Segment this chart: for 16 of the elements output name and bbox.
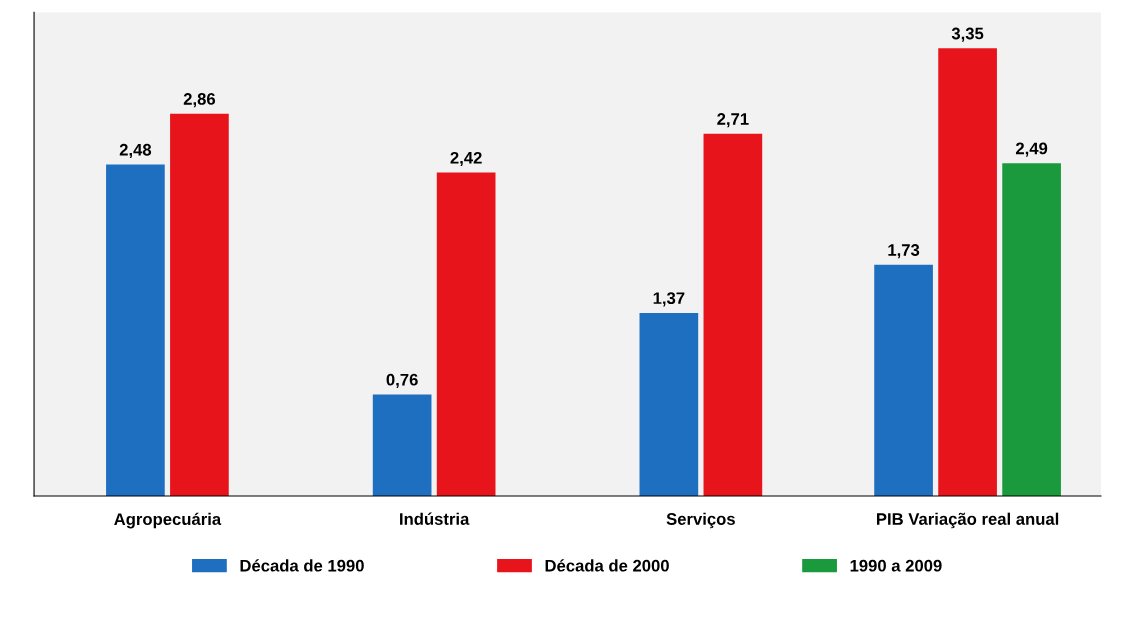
data-label: 2,48 bbox=[119, 143, 152, 159]
data-label: 1,73 bbox=[888, 244, 920, 259]
legend-label: Década de 2000 bbox=[545, 559, 669, 572]
data-label: 3,35 bbox=[951, 27, 984, 42]
data-label: 2,49 bbox=[1015, 142, 1048, 157]
x-tick-label: PIB Variação real anual bbox=[876, 512, 1059, 529]
legend-label: Década de 1990 bbox=[240, 559, 364, 572]
data-label: 2,71 bbox=[717, 113, 749, 128]
x-tick-label: Indústria bbox=[400, 512, 470, 525]
data-label: 2,86 bbox=[183, 93, 216, 108]
x-tick-label: Agropecuária bbox=[114, 512, 222, 529]
legend-label: 1990 a 2009 bbox=[850, 559, 942, 572]
data-label: 2,42 bbox=[450, 151, 482, 167]
data-label: 0,76 bbox=[386, 373, 418, 388]
data-label: 1,37 bbox=[653, 292, 685, 307]
x-tick-label: Serviços bbox=[666, 512, 735, 529]
